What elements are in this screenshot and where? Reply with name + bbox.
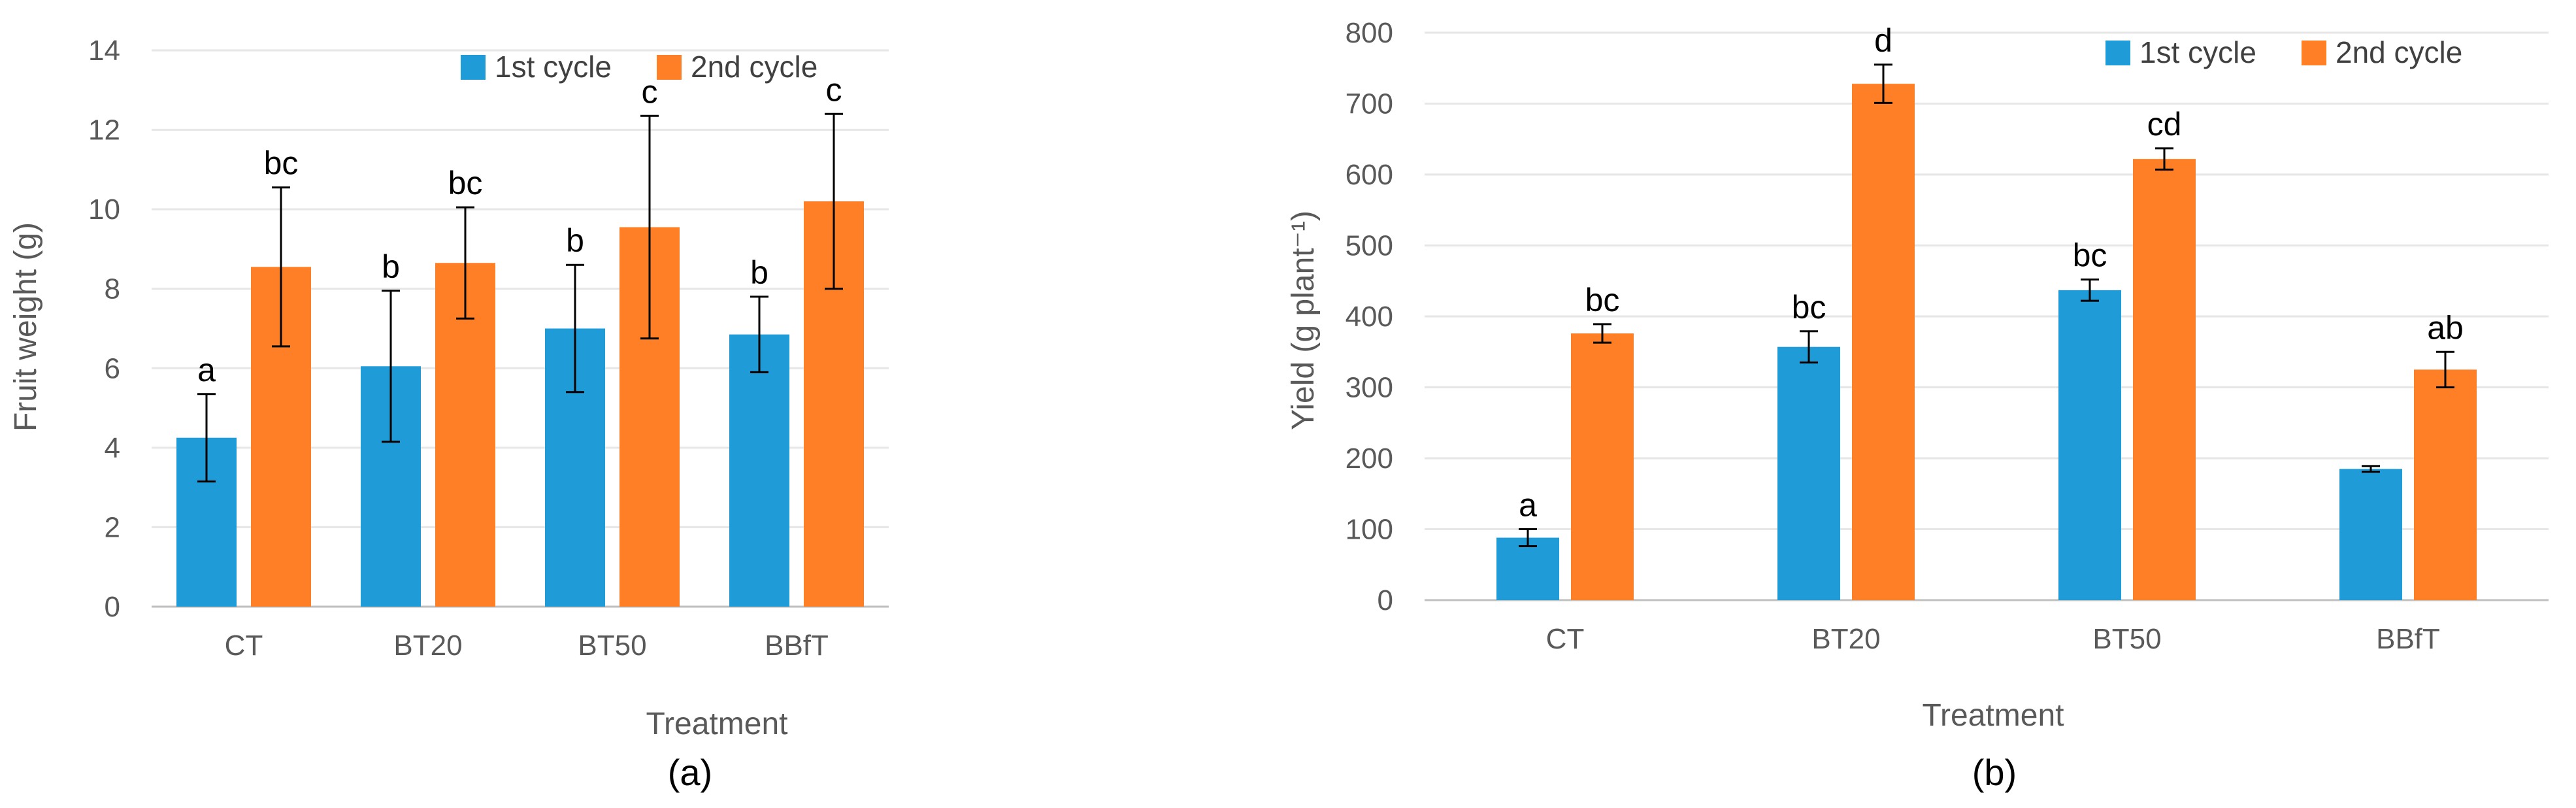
legend-swatch [461, 55, 486, 80]
error-bar [1800, 330, 1818, 364]
x-tick-label: CT [1546, 623, 1585, 655]
legend: 1st cycle 2nd cycle [461, 50, 817, 84]
y-axis-title: Yield (g plant⁻¹) [1286, 210, 1321, 430]
y-tick-label: 400 [1346, 301, 1393, 333]
legend-entry: 1st cycle [2139, 35, 2256, 69]
x-axis-title: Treatment [1923, 698, 2064, 733]
error-bar [2436, 350, 2454, 388]
significance-label: a [197, 352, 216, 388]
error-bar [382, 290, 400, 443]
error-bar [1593, 323, 1611, 344]
significance-label: bc [264, 145, 299, 182]
legend-swatch [657, 55, 682, 80]
x-tick-label: BT50 [2092, 623, 2161, 655]
y-axis-title: Fruit weight (g) [8, 222, 43, 431]
y-tick-label: 700 [1346, 88, 1393, 120]
error-bar [197, 393, 216, 483]
legend: 1st cycle 2nd cycle [2105, 35, 2462, 69]
significance-label: cd [2147, 106, 2182, 143]
bar-2nd-cycle-bt50 [2133, 159, 2196, 600]
legend-entry: 2nd cycle [691, 50, 817, 84]
x-tick-label: BBfT [765, 630, 829, 662]
panel-label: (b) [1972, 752, 2017, 793]
significance-label: ab [2427, 309, 2464, 346]
y-tick-label: 500 [1346, 230, 1393, 262]
legend-entry: 2nd cycle [2336, 35, 2462, 69]
error-bar [750, 295, 768, 373]
error-bar [2155, 147, 2173, 171]
y-tick-label: 8 [105, 273, 120, 305]
legend-entry: 1st cycle [495, 50, 612, 84]
significance-label: bc [1792, 289, 1826, 326]
y-tick-label: 14 [88, 35, 120, 67]
significance-label: d [1874, 22, 1892, 59]
error-bar [2081, 278, 2099, 302]
bar-1st-cycle-bt50 [2058, 290, 2121, 600]
significance-label: b [382, 248, 400, 285]
y-tick-label: 0 [105, 591, 120, 623]
error-bar [272, 186, 290, 348]
significance-label: bc [2073, 237, 2107, 274]
y-tick-label: 2 [105, 511, 120, 543]
bar-2nd-cycle-bt20 [435, 263, 495, 607]
error-bar [825, 112, 843, 290]
y-tick-label: 200 [1346, 443, 1393, 475]
significance-label: b [750, 254, 768, 291]
bar-1st-cycle-bbft [729, 334, 789, 607]
x-tick-label: BT50 [578, 630, 646, 662]
x-tick-label: BBfT [2376, 623, 2440, 655]
error-bar [1874, 63, 1892, 104]
y-tick-label: 12 [88, 114, 120, 146]
bar-1st-cycle-ct [1496, 537, 1559, 600]
y-tick-label: 300 [1346, 372, 1393, 404]
x-axis-title: Treatment [646, 707, 788, 741]
y-tick-label: 0 [1378, 584, 1393, 616]
bar-1st-cycle-bt20 [1777, 346, 1840, 600]
chart-b: 0 100 200 300 400 500 600 700 800 a bc bc bc d cd ab CT B… [1286, 17, 2549, 793]
error-bar [566, 263, 584, 394]
bar-2nd-cycle-ct [1571, 333, 1634, 600]
chart-a: 0 2 4 6 8 10 12 14 a b b b bc bc c c CT BT20 BT50 BBfT Treat… [8, 35, 889, 793]
y-tick-label: 4 [105, 432, 120, 464]
significance-label: b [566, 222, 584, 259]
x-tick-label: BT20 [393, 630, 462, 662]
error-bar [456, 206, 474, 320]
x-tick-label: CT [225, 630, 263, 662]
x-tick-label: BT20 [1811, 623, 1880, 655]
significance-label: c [826, 71, 842, 108]
legend-swatch [2302, 41, 2326, 65]
error-bar [640, 114, 659, 340]
y-tick-label: 100 [1346, 514, 1393, 546]
bar-1st-cycle-bbft [2339, 469, 2402, 600]
y-tick-label: 10 [88, 194, 120, 226]
bar-2nd-cycle-bt20 [1852, 84, 1915, 600]
panel-label: (a) [668, 752, 712, 793]
y-tick-label: 6 [105, 352, 120, 384]
y-tick-label: 800 [1346, 17, 1393, 49]
y-tick-label: 600 [1346, 159, 1393, 191]
significance-label: a [1519, 487, 1537, 524]
bar-2nd-cycle-bbft [2414, 369, 2477, 600]
legend-swatch [2105, 41, 2130, 65]
error-bar [2362, 465, 2380, 473]
significance-label: bc [448, 165, 483, 201]
significance-label: c [642, 73, 658, 110]
error-bar [1519, 528, 1537, 548]
significance-label: bc [1585, 282, 1620, 318]
